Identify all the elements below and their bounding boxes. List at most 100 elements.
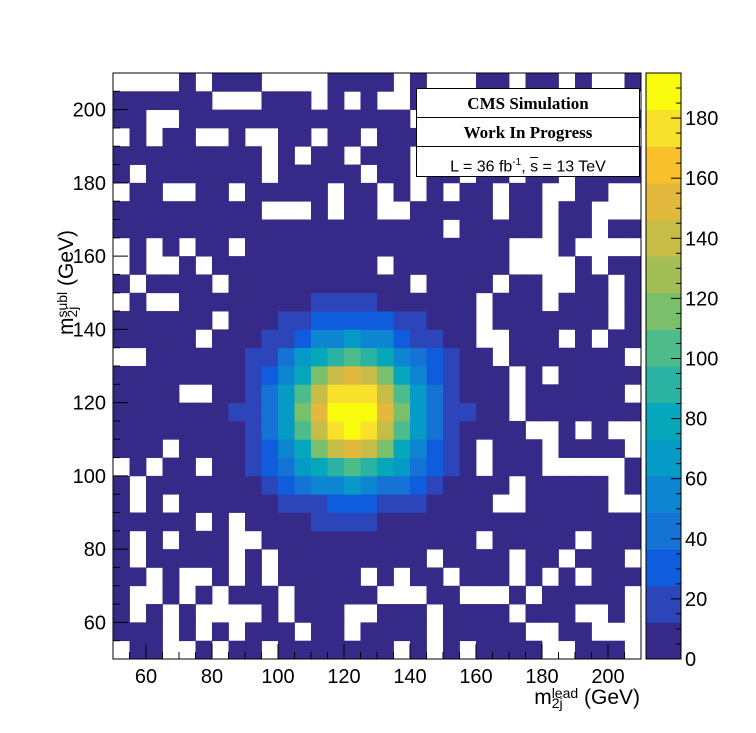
heatmap-cell <box>443 530 460 550</box>
heatmap-cell <box>476 219 493 239</box>
heatmap-cell <box>294 127 312 147</box>
heatmap-cell <box>212 402 229 422</box>
heatmap-cell <box>377 366 394 385</box>
heatmap-cell <box>542 585 559 605</box>
heatmap-cell <box>261 329 279 349</box>
heatmap-cell <box>294 292 312 312</box>
heatmap-cell <box>245 201 262 220</box>
heatmap-cell <box>624 402 642 422</box>
heatmap-cell <box>311 420 328 440</box>
heatmap-cell <box>294 256 312 275</box>
heatmap-cell <box>311 237 328 257</box>
heatmap-cell <box>195 219 213 239</box>
heatmap-cell <box>393 127 411 147</box>
heatmap-cell <box>393 604 411 623</box>
heatmap-cell <box>624 512 642 532</box>
heatmap-cell <box>261 237 279 257</box>
heatmap-cell <box>278 311 295 330</box>
heatmap-cell <box>245 311 262 330</box>
heatmap-cell <box>129 402 147 422</box>
heatmap-cell <box>179 530 196 550</box>
heatmap-cell <box>113 475 130 495</box>
heatmap-cell <box>179 604 196 623</box>
heatmap-cell <box>261 585 279 605</box>
heatmap-cell <box>179 311 196 330</box>
heatmap-cell <box>426 567 444 587</box>
heatmap-cell <box>377 384 394 404</box>
heatmap-cell <box>360 585 378 605</box>
heatmap-cell <box>575 402 592 422</box>
heatmap-cell <box>393 329 411 349</box>
heatmap-cell <box>393 366 411 385</box>
heatmap-cell <box>476 549 493 568</box>
heatmap-cell <box>294 475 312 495</box>
heatmap-cell <box>509 457 526 477</box>
heatmap-cell <box>344 494 361 513</box>
heatmap-cell <box>476 494 493 513</box>
color-scale-band <box>646 585 681 623</box>
heatmap-cell <box>492 549 510 568</box>
heatmap-cell <box>542 494 559 513</box>
heatmap-cell <box>558 420 576 440</box>
heatmap-cell <box>608 219 625 239</box>
heatmap-cell <box>113 366 130 385</box>
heatmap-cell <box>129 439 147 458</box>
heatmap-cell <box>476 402 493 422</box>
heatmap-cell <box>443 201 460 220</box>
heatmap-cell <box>278 640 295 660</box>
heatmap-cell <box>245 402 262 422</box>
heatmap-cell <box>129 384 147 404</box>
heatmap-cell <box>113 274 130 294</box>
heatmap-cell <box>575 347 592 367</box>
heatmap-cell <box>228 494 246 513</box>
heatmap-cell <box>113 622 130 642</box>
heatmap-cell <box>228 585 246 605</box>
heatmap-cell <box>228 219 246 239</box>
color-scale-band <box>646 146 681 184</box>
color-scale: 0 20 40 60 80 100 120 140 160 180 <box>645 72 718 671</box>
color-scale-band <box>646 366 681 404</box>
heatmap-cell <box>591 567 609 587</box>
heatmap-cell <box>311 622 328 642</box>
heatmap-cell <box>228 366 246 385</box>
heatmap-cell <box>228 292 246 312</box>
heatmap-cell <box>261 622 279 642</box>
heatmap-cell <box>294 567 312 587</box>
heatmap-cell <box>278 384 295 404</box>
heatmap-cell <box>294 439 312 458</box>
heatmap-cell <box>245 366 262 385</box>
heatmap-cell <box>410 512 427 532</box>
heatmap-cell <box>492 219 510 239</box>
heatmap-cell <box>278 475 295 495</box>
heatmap-cell <box>360 457 378 477</box>
cms-label: CMS Simulation <box>416 88 640 118</box>
heatmap-cell <box>212 622 229 642</box>
heatmap-cell <box>459 439 477 458</box>
heatmap-cell <box>591 402 609 422</box>
heatmap-cell <box>575 494 592 513</box>
heatmap-cell <box>492 256 510 275</box>
heatmap-cell <box>278 127 295 147</box>
heatmap-cell <box>179 146 196 165</box>
heatmap-cell <box>377 439 394 458</box>
heatmap-cell <box>377 475 394 495</box>
heatmap-cell <box>195 585 213 605</box>
heatmap-cell <box>344 201 361 220</box>
heatmap-cell <box>162 420 180 440</box>
heatmap-cell <box>162 457 180 477</box>
heatmap-cell <box>575 274 592 294</box>
heatmap-cell <box>410 494 427 513</box>
heatmap-cell <box>476 237 493 257</box>
heatmap-cell <box>245 384 262 404</box>
heatmap-cell <box>377 457 394 477</box>
heatmap-cell <box>443 329 460 349</box>
heatmap-cell <box>558 567 576 587</box>
y-tick-label: 200 <box>73 100 106 122</box>
heatmap-cell <box>261 604 279 623</box>
heatmap-cell <box>261 366 279 385</box>
heatmap-cell <box>327 292 345 312</box>
heatmap-cell <box>591 366 609 385</box>
z-tick-label: 80 <box>685 409 707 431</box>
heatmap-cell <box>245 512 262 532</box>
heatmap-cell <box>525 549 543 568</box>
